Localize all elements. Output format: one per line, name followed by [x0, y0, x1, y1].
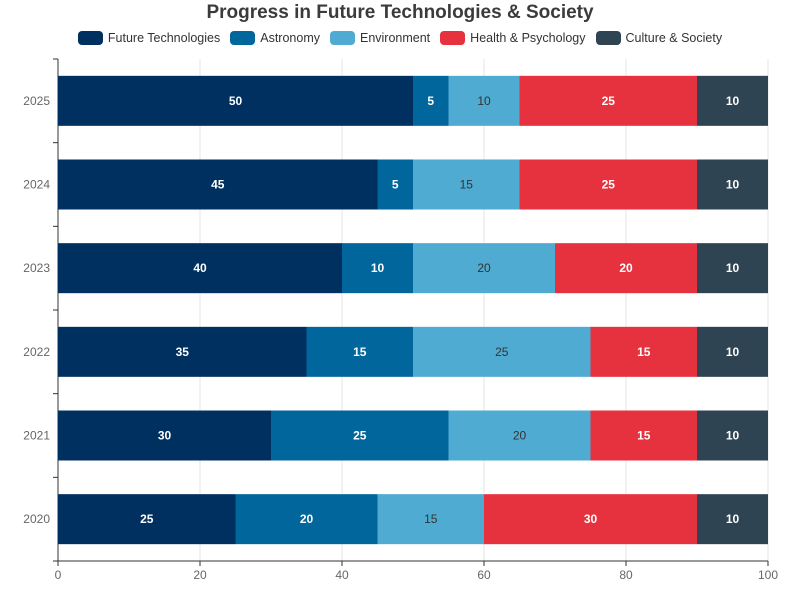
legend-swatch	[77, 31, 103, 45]
bar-segment[interactable]	[413, 326, 591, 377]
bar-data-label: 15	[637, 429, 651, 443]
bar-segment[interactable]	[590, 410, 698, 461]
bar-segment[interactable]	[697, 326, 768, 377]
y-tick-label: 2023	[23, 261, 50, 275]
legend-item-health-psychology[interactable]: Health & Psychology	[440, 31, 586, 45]
bar-data-label: 15	[637, 345, 651, 359]
bar-segment[interactable]	[697, 75, 768, 126]
chart-legend: Future Technologies Astronomy Environmen…	[0, 31, 800, 45]
bar-data-label: 20	[477, 261, 491, 275]
bar-segment[interactable]	[58, 159, 378, 210]
bar-data-label: 25	[602, 178, 616, 192]
bar-data-label: 30	[158, 429, 172, 443]
bar-segment[interactable]	[555, 243, 697, 294]
legend-item-environment[interactable]: Environment	[329, 31, 431, 45]
bar-segment[interactable]	[448, 410, 591, 461]
bar-segment[interactable]	[58, 75, 413, 126]
bar-segment[interactable]	[58, 494, 236, 545]
bar-segment[interactable]	[413, 243, 555, 294]
bar-data-label: 10	[726, 345, 740, 359]
bar-segment[interactable]	[413, 159, 520, 210]
x-tick-label: 40	[335, 568, 349, 582]
bar-segment[interactable]	[697, 410, 768, 461]
bar-segment[interactable]	[484, 494, 697, 545]
bar-data-label: 10	[726, 512, 740, 526]
bar-data-label: 20	[619, 261, 633, 275]
bar-segment[interactable]	[58, 243, 342, 294]
bar-data-label: 15	[353, 345, 367, 359]
bar-segment[interactable]	[590, 326, 698, 377]
x-tick-label: 20	[193, 568, 207, 582]
legend-item-astronomy[interactable]: Astronomy	[230, 31, 320, 45]
y-tick-label: 2020	[23, 512, 50, 526]
bar-data-label: 10	[726, 261, 740, 275]
bar-data-label: 25	[495, 345, 509, 359]
y-tick-label: 2024	[23, 178, 50, 192]
bar-data-label: 50	[229, 94, 243, 108]
legend-swatch	[440, 31, 466, 45]
bar-data-label: 30	[584, 512, 598, 526]
bar-data-label: 15	[460, 178, 474, 192]
bar-segment[interactable]	[377, 494, 485, 545]
legend-label: Health & Psychology	[470, 31, 586, 45]
bar-segment[interactable]	[377, 159, 414, 210]
x-tick-label: 0	[55, 568, 62, 582]
bar-data-label: 25	[353, 429, 367, 443]
bar-data-label: 25	[602, 94, 616, 108]
bar-data-label: 10	[371, 261, 385, 275]
bar-data-label: 35	[176, 345, 190, 359]
x-tick-label: 80	[619, 568, 633, 582]
bar-segment[interactable]	[413, 75, 449, 126]
bar-segment[interactable]	[448, 75, 520, 126]
bar-segment[interactable]	[697, 494, 768, 545]
legend-label: Culture & Society	[625, 31, 723, 45]
chart-title: Progress in Future Technologies & Societ…	[206, 2, 594, 23]
legend-swatch	[230, 31, 256, 45]
legend-label: Future Technologies	[107, 31, 221, 45]
bar-data-label: 5	[427, 94, 434, 108]
bar-segment[interactable]	[306, 326, 414, 377]
legend-swatch	[329, 31, 355, 45]
bar-segment[interactable]	[697, 159, 768, 210]
bar-data-label: 40	[193, 261, 207, 275]
x-tick-label: 60	[477, 568, 491, 582]
bar-segment[interactable]	[519, 159, 698, 210]
legend-label: Environment	[359, 31, 431, 45]
bar-segment[interactable]	[58, 326, 307, 377]
y-tick-label: 2025	[23, 94, 50, 108]
bar-segment[interactable]	[235, 494, 378, 545]
y-tick-label: 2022	[23, 345, 50, 359]
legend-swatch	[595, 31, 621, 45]
y-tick-label: 2021	[23, 429, 50, 443]
bar-segment[interactable]	[519, 75, 698, 126]
bar-data-label: 5	[392, 178, 399, 192]
legend-item-culture-society[interactable]: Culture & Society	[595, 31, 723, 45]
bar-data-label: 15	[424, 512, 438, 526]
bar-data-label: 20	[300, 512, 314, 526]
bar-data-label: 25	[140, 512, 154, 526]
bar-segment[interactable]	[697, 243, 768, 294]
bar-data-label: 10	[726, 94, 740, 108]
bar-data-label: 10	[477, 94, 491, 108]
x-tick-label: 100	[758, 568, 778, 582]
bar-data-label: 20	[513, 429, 527, 443]
bar-data-label: 10	[726, 178, 740, 192]
bar-segment[interactable]	[271, 410, 449, 461]
bar-segment[interactable]	[342, 243, 413, 294]
legend-item-future-technologies[interactable]: Future Technologies	[77, 31, 221, 45]
bar-segment[interactable]	[58, 410, 271, 461]
bar-data-label: 45	[211, 178, 225, 192]
bar-data-label: 10	[726, 429, 740, 443]
legend-label: Astronomy	[260, 31, 320, 45]
